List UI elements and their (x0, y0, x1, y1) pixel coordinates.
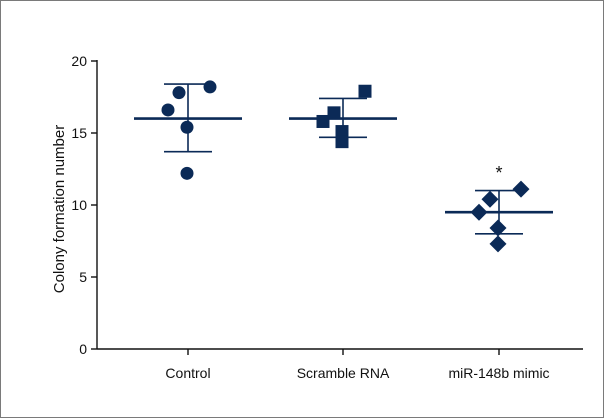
y-tick-label: 20 (71, 53, 87, 69)
y-tick-label: 10 (71, 197, 87, 213)
y-tick-label: 15 (71, 125, 87, 141)
data-point-circle (203, 80, 217, 94)
x-tick-label: miR-148b mimic (448, 365, 549, 381)
significance-annotation: * (495, 163, 502, 183)
data-point-diamond (489, 235, 507, 253)
data-point-diamond (470, 203, 488, 221)
data-point-diamond (512, 180, 530, 198)
data-point-square (335, 135, 349, 149)
data-point-circle (180, 166, 194, 180)
data-point-circle (161, 103, 175, 117)
data-point-square (327, 106, 341, 120)
y-tick-label: 5 (79, 269, 87, 285)
y-axis-label: Colony formation number (51, 125, 68, 293)
data-point-diamond (481, 190, 499, 208)
x-tick-label: Control (165, 365, 210, 381)
data-point-square (316, 114, 330, 128)
x-tick-label: Scramble RNA (297, 365, 390, 381)
data-point-square (358, 84, 372, 98)
data-point-square (335, 125, 349, 139)
y-tick-label: 0 (79, 341, 87, 357)
data-point-circle (180, 120, 194, 134)
data-point-diamond (489, 219, 507, 237)
data-point-circle (172, 86, 186, 100)
